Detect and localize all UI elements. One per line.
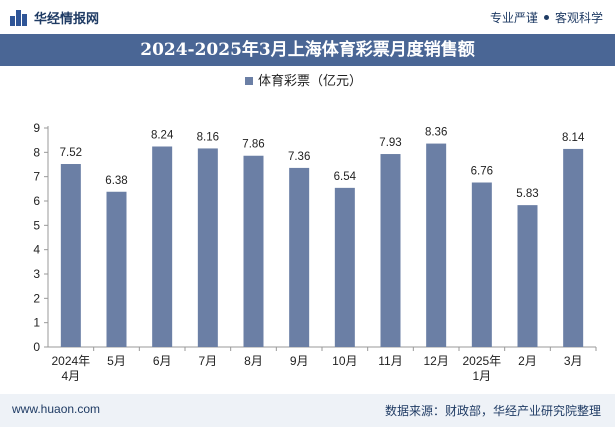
y-tick-label: 5 [33, 218, 40, 232]
data-label: 8.24 [151, 129, 174, 141]
bar [471, 182, 492, 347]
bar [152, 146, 173, 347]
brand-logo-icon [10, 9, 28, 26]
x-tick-label: 7月 [198, 354, 217, 368]
footer-website: www.huaon.com [12, 402, 101, 416]
tagline-left: 专业严谨 [489, 11, 538, 25]
bar [289, 167, 310, 347]
data-label: 8.16 [197, 131, 219, 143]
data-label: 7.86 [242, 139, 264, 151]
data-label: 7.93 [379, 137, 401, 149]
data-label: 8.36 [425, 127, 447, 139]
y-tick-label: 6 [33, 194, 40, 208]
footer: www.huaon.com 数据来源：财政部，华经产业研究院整理 [0, 394, 615, 427]
top-bar: 华经情报网 专业严谨 客观科学 [0, 0, 615, 34]
bar [197, 148, 218, 347]
bar [380, 154, 401, 347]
x-tick-label: 8月 [244, 354, 263, 368]
x-tick-label: 11月 [378, 354, 402, 368]
y-tick-label: 0 [33, 340, 40, 354]
x-tick-label: 12月 [423, 354, 448, 368]
y-tick-label: 9 [33, 121, 40, 135]
y-tick-label: 4 [33, 243, 40, 257]
data-label: 6.38 [105, 175, 127, 187]
y-tick-label: 7 [33, 170, 40, 184]
brand-name: 华经情报网 [34, 11, 100, 26]
x-tick-label: 5月 [107, 354, 126, 368]
bar [243, 155, 264, 347]
y-tick-label: 2 [33, 291, 40, 305]
bar [60, 164, 81, 347]
brand: 华经情报网 [10, 8, 99, 27]
x-tick-label: 2月 [518, 354, 537, 368]
y-tick-label: 8 [33, 145, 40, 159]
data-label: 8.14 [562, 132, 585, 144]
bar [517, 205, 538, 347]
x-tick-label: 9月 [290, 354, 309, 368]
legend-swatch [245, 77, 253, 85]
tagline: 专业严谨 客观科学 [490, 9, 603, 26]
data-label: 6.76 [471, 166, 493, 178]
footer-source: 数据来源：财政部，华经产业研究院整理 [384, 404, 601, 418]
bar-chart: 体育彩票（亿元） 0 1 2 3 4 5 6 7 8 9 7.52 2024年 4月 6.38 5月 8.24 6… [33, 73, 597, 383]
x-tick-label: 10月 [332, 354, 357, 368]
x-tick-label: 2025年 1月 [462, 354, 501, 383]
bullet-dot-icon [543, 15, 549, 20]
data-label: 5.83 [516, 188, 538, 200]
tagline-right: 客观科学 [554, 11, 603, 25]
data-label: 7.36 [288, 151, 310, 163]
y-tick-label: 1 [33, 316, 40, 330]
bar [106, 191, 127, 347]
x-tick-label: 3月 [564, 354, 583, 368]
x-tick-label: 6月 [153, 354, 172, 368]
data-label: 7.52 [60, 147, 82, 159]
chart-title: 2024-2025年3月上海体育彩票月度销售额 [0, 34, 615, 66]
bar [563, 148, 584, 347]
legend-label: 体育彩票（亿元） [258, 73, 362, 88]
bar [334, 187, 355, 347]
data-label: 6.54 [334, 171, 357, 183]
y-tick-label: 3 [33, 267, 40, 281]
bar [426, 143, 447, 347]
x-tick-label: 2024年 4月 [51, 354, 90, 383]
